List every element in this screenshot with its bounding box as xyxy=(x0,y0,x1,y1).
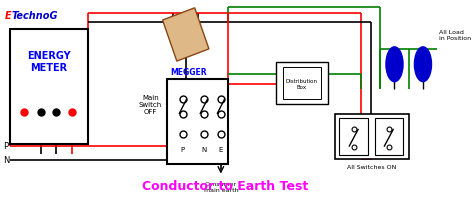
Text: P: P xyxy=(3,141,9,150)
Text: E: E xyxy=(219,146,223,152)
Text: Consumer
main earth: Consumer main earth xyxy=(203,182,238,192)
Ellipse shape xyxy=(386,48,403,82)
Text: TechnoG: TechnoG xyxy=(11,11,58,21)
Bar xyxy=(283,68,321,100)
Text: All Load
in Position: All Load in Position xyxy=(439,30,471,41)
Bar xyxy=(276,63,328,104)
Text: E: E xyxy=(4,11,11,21)
Text: P: P xyxy=(181,146,185,152)
Text: All Switches ON: All Switches ON xyxy=(347,164,396,169)
Text: N: N xyxy=(201,146,206,152)
Text: Conductor to Earth Test: Conductor to Earth Test xyxy=(143,179,309,192)
Bar xyxy=(167,80,228,164)
Bar xyxy=(163,9,209,62)
Bar xyxy=(335,114,409,159)
Text: Main
Switch
OFF: Main Switch OFF xyxy=(139,94,162,114)
Bar xyxy=(374,118,403,155)
Bar xyxy=(10,30,88,144)
Text: N: N xyxy=(3,155,10,164)
Ellipse shape xyxy=(414,48,431,82)
Text: ENERGY
METER: ENERGY METER xyxy=(27,51,71,73)
Text: MEGGER: MEGGER xyxy=(170,67,207,76)
Text: Distribution
Box: Distribution Box xyxy=(285,78,318,89)
Bar xyxy=(339,118,368,155)
